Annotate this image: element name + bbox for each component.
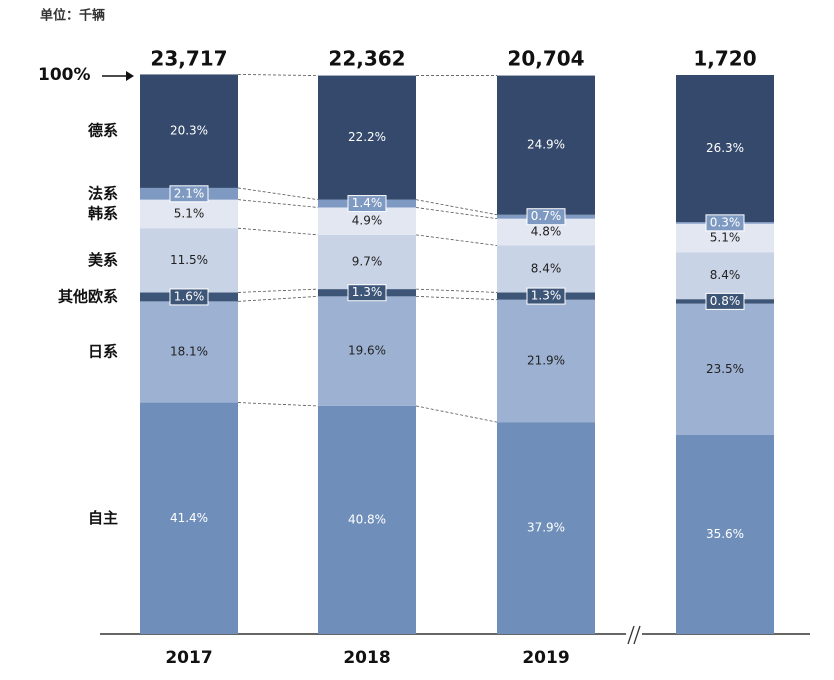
x-tick-label: 2017: [165, 648, 212, 668]
value-label: 41.4%: [170, 511, 208, 525]
total-label: 22,362: [328, 47, 405, 71]
value-label: 4.9%: [352, 214, 383, 228]
bar-segment: [497, 299, 595, 423]
bar-segment: [676, 303, 774, 435]
x-tick-label: 2018: [343, 648, 390, 668]
value-label: 19.6%: [348, 344, 386, 358]
label-box: [169, 288, 209, 306]
axis-break: [633, 625, 641, 645]
bar-segment: [676, 434, 774, 634]
value-label: 0.3%: [710, 215, 741, 229]
value-label: 20.3%: [170, 124, 208, 138]
bar-segment: [497, 75, 595, 215]
connector: [415, 234, 498, 246]
connector: [237, 227, 319, 236]
value-label: 5.1%: [174, 206, 205, 220]
label-box: [705, 214, 745, 232]
connector: [415, 207, 498, 220]
value-label: 21.9%: [527, 353, 565, 367]
label-box: [347, 284, 387, 302]
bar-segment: [676, 75, 774, 223]
bar-segment: [140, 228, 238, 293]
axis-break: [627, 625, 635, 645]
legend-label: 法系: [88, 184, 118, 202]
connector: [237, 199, 319, 208]
bar-segment: [140, 301, 238, 403]
connector: [237, 402, 319, 407]
bar-segment: [140, 74, 238, 188]
label-box: [526, 287, 566, 305]
value-label: 0.7%: [531, 209, 562, 223]
bar-segment: [318, 296, 416, 406]
value-label: 37.9%: [527, 521, 565, 535]
label-box: [169, 185, 209, 203]
value-label: 26.3%: [706, 141, 744, 155]
connector: [237, 295, 319, 302]
arrow-head: [126, 71, 134, 81]
connector: [415, 199, 498, 216]
value-label: 1.3%: [531, 289, 562, 303]
value-label: 23.5%: [706, 362, 744, 376]
total-label: 1,720: [693, 47, 756, 71]
value-label: 2.1%: [174, 186, 205, 200]
value-label: 22.2%: [348, 130, 386, 144]
value-label: 4.8%: [531, 225, 562, 239]
legend-label: 日系: [88, 342, 118, 360]
label-box: [705, 292, 745, 310]
value-label: 9.7%: [352, 254, 383, 268]
bar-segment: [140, 402, 238, 634]
connector: [237, 187, 319, 201]
bar-segment: [318, 405, 416, 634]
legend-label: 德系: [88, 122, 118, 140]
connector: [415, 288, 498, 293]
value-label: 1.6%: [174, 289, 205, 303]
bar-segment: [318, 234, 416, 290]
bar-segment: [318, 75, 416, 200]
value-label: 1.4%: [352, 196, 383, 210]
legend-label: 韩系: [88, 204, 118, 222]
legend-label: 美系: [88, 251, 118, 269]
bar-segment: [140, 199, 238, 229]
x-tick-label: 2019: [522, 648, 569, 668]
label-box: [526, 208, 566, 226]
bar-segment: [497, 422, 595, 634]
value-label: 35.6%: [706, 527, 744, 541]
total-label: 23,717: [150, 47, 227, 71]
value-label: 1.3%: [352, 285, 383, 299]
value-label: 8.4%: [531, 261, 562, 275]
value-label: 24.9%: [527, 138, 565, 152]
connector: [415, 405, 498, 423]
bar-segment: [497, 245, 595, 293]
connector: [415, 295, 498, 301]
unit-note: 单位：千辆: [40, 8, 105, 24]
total-label: 20,704: [507, 47, 584, 71]
value-label: 18.1%: [170, 344, 208, 358]
value-label: 0.8%: [710, 294, 741, 308]
y-tick-label: 100%: [38, 65, 91, 85]
value-label: 8.4%: [710, 268, 741, 282]
bar-segment: [676, 252, 774, 300]
value-label: 11.5%: [170, 253, 208, 267]
legend-label: 其他欧系: [58, 287, 118, 305]
label-box: [347, 195, 387, 213]
connector: [237, 74, 319, 76]
value-label: 40.8%: [348, 512, 386, 526]
connector: [237, 288, 319, 293]
value-label: 5.1%: [710, 230, 741, 244]
legend-label: 自主: [88, 509, 118, 527]
